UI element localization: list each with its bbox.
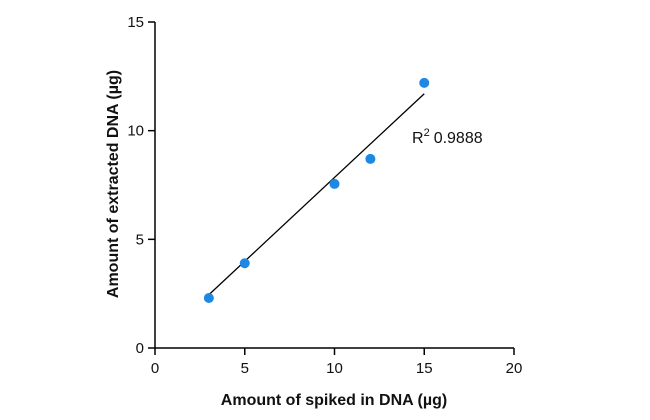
y-axis-ticks: 0 5 10 15: [127, 14, 155, 357]
x-tick-label: 20: [506, 360, 523, 377]
r-squared-superscript: 2: [424, 127, 430, 139]
y-axis-title: Amount of extracted DNA (µg): [105, 70, 122, 298]
data-point: [419, 77, 430, 88]
x-tick-label: 0: [151, 360, 159, 377]
x-axis-title: Amount of spiked in DNA (µg): [221, 392, 447, 409]
data-point: [203, 293, 214, 304]
y-tick-label: 0: [136, 340, 144, 357]
x-tick-label: 15: [416, 360, 433, 377]
y-tick-label: 15: [127, 14, 144, 31]
x-axis-ticks: 0 5 10 15 20: [151, 348, 523, 377]
r-squared-value: 0.9888: [434, 130, 483, 147]
data-point: [329, 178, 340, 189]
y-tick-label: 10: [127, 123, 144, 140]
x-tick-label: 5: [241, 360, 249, 377]
x-tick-label: 10: [326, 360, 343, 377]
y-tick-label: 5: [136, 231, 144, 248]
r-squared-symbol: R: [412, 130, 424, 147]
data-point: [365, 153, 376, 164]
data-point: [239, 258, 250, 269]
data-points: [203, 77, 430, 304]
r-squared-annotation: R2 0.9888: [412, 127, 483, 147]
